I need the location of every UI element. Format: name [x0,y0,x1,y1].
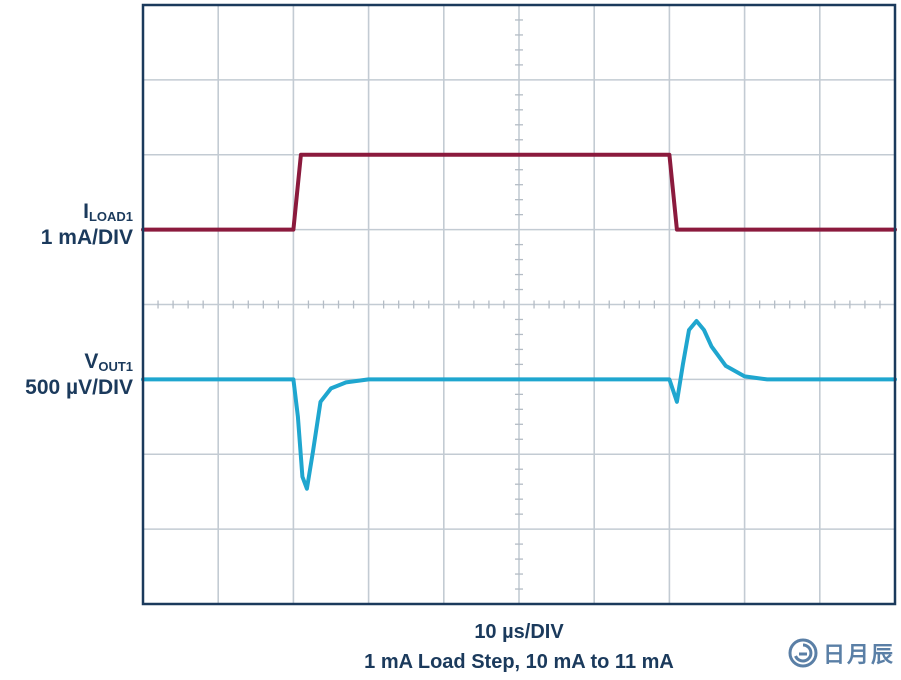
chart-caption: 1 mA Load Step, 10 mA to 11 mA [364,651,674,673]
vout-label-sub: OUT1 [98,359,133,374]
timebase-label: 10 µs/DIV [474,621,564,643]
trace-vout1 [141,319,897,491]
center-axis-ticks [157,19,881,590]
spiral-logo-icon [788,638,818,668]
iload-scale: 1 mA/DIV [40,226,133,249]
trace-iload1 [141,152,897,232]
trace-layer [141,152,897,491]
iload-label-sub: LOAD1 [88,209,133,224]
watermark-logo: 日月辰 [787,637,895,669]
vout-label-main: V [84,350,99,373]
vout-scale: 500 µV/DIV [25,376,133,399]
iload-channel-label: ILOAD1 1 mA/DIV [41,200,133,250]
vout-channel-label: VOUT1 500 µV/DIV [25,350,133,400]
plot-frame [141,3,897,606]
logo-text: 日月辰 [822,642,895,668]
iload-label-main: I [83,200,89,223]
